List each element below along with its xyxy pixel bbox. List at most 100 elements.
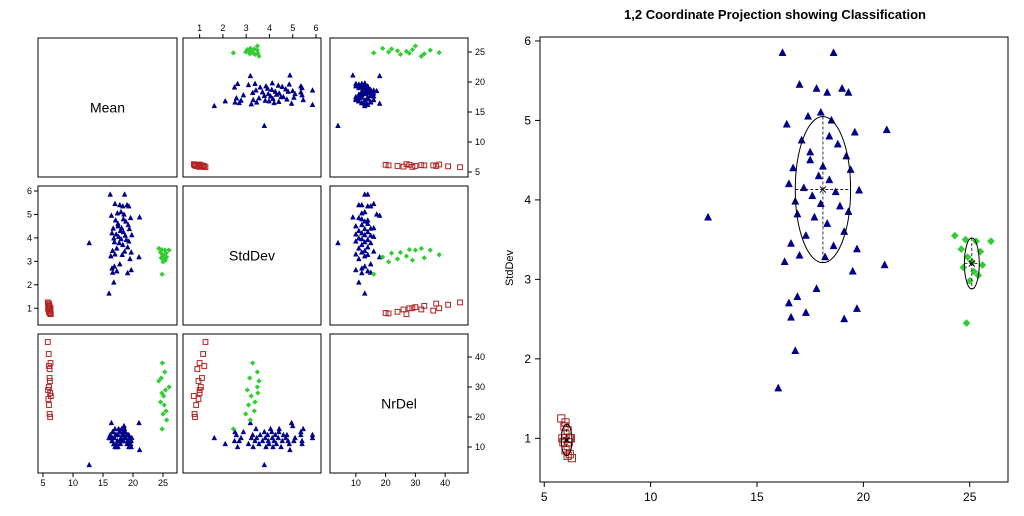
- matrix-point-0-1-class2-55: [280, 93, 287, 100]
- matrix-point-1-0-class2-28: [118, 235, 124, 242]
- matrix-point-2-1-class2-8: [291, 437, 297, 444]
- matrix-point-0-2-class2-55: [364, 93, 371, 100]
- matrix-point-2-1-class2-40: [250, 443, 256, 450]
- matrix-tick-stddev-left-3-label: 4: [27, 233, 32, 243]
- matrix-point-1-2-class2-49: [364, 267, 371, 274]
- matrix-tick-mean-bottom-2-label: 15: [98, 478, 108, 488]
- matrix-point-1-0-class1-11: [47, 306, 53, 313]
- projection-point-class3-4: [957, 245, 966, 254]
- matrix-point-0-2-class1-1: [433, 163, 440, 169]
- matrix-panel-0-2: [329, 37, 469, 178]
- matrix-point-2-0-class2-2: [112, 425, 118, 432]
- matrix-point-1-0-class2-12: [136, 213, 143, 220]
- projection-point-class1-12: [566, 434, 575, 443]
- matrix-point-2-1-class2-14: [282, 434, 289, 441]
- matrix-point-1-0-class2-17: [110, 225, 117, 231]
- matrix-point-1-2-class3-10: [394, 256, 401, 262]
- matrix-point-0-2-class1-2: [421, 162, 428, 169]
- matrix-panel-1-1: [182, 185, 322, 326]
- matrix-point-1-0-class3-12: [160, 259, 166, 265]
- matrix-tick-stddev-top-1-label: 2: [220, 23, 225, 33]
- matrix-point-2-1-class2-10: [289, 422, 296, 429]
- matrix-point-1-2-class3-11: [409, 257, 416, 263]
- matrix-point-2-1-class1-0: [202, 339, 209, 345]
- matrix-tick-stddev-top-3-label: 4: [267, 23, 272, 33]
- matrix-point-0-1-class2-48: [234, 80, 241, 86]
- matrix-point-1-2-class2-19: [361, 225, 368, 232]
- matrix-point-2-0-class3-11: [162, 387, 169, 393]
- matrix-point-0-2-class3-11: [409, 46, 416, 53]
- matrix-point-1-2-class3-7: [403, 253, 410, 259]
- matrix-point-1-0-class2-43: [136, 253, 142, 260]
- matrix-point-2-1-class3-9: [246, 375, 253, 381]
- matrix-point-0-1-class2-28: [265, 90, 272, 97]
- matrix-point-2-0-class2-52: [110, 440, 117, 447]
- matrix-point-1-0-class3-3: [166, 247, 172, 253]
- matrix-point-2-1-class3-11: [244, 387, 251, 393]
- matrix-tick-mean-bottom-3-label: 20: [128, 478, 138, 488]
- matrix-point-2-0-class2-54: [120, 437, 127, 444]
- matrix-point-1-2-class2-55: [364, 220, 371, 227]
- matrix-point-2-1-class1-13: [196, 387, 203, 393]
- matrix-point-2-1-class2-20: [273, 440, 280, 447]
- projection-point-class1-9: [567, 454, 577, 463]
- projection-point-class2-49: [801, 308, 810, 316]
- projection-x-tick-label-1: 10: [644, 490, 658, 504]
- matrix-point-1-0-class2-24: [122, 232, 129, 238]
- matrix-point-1-2-class1-7: [394, 308, 401, 315]
- matrix-point-0-1-class2-43: [247, 72, 254, 79]
- matrix-point-2-1-class2-26: [267, 425, 274, 432]
- matrix-point-1-2-class2-20: [356, 227, 362, 234]
- projection-point-class2-47: [784, 298, 793, 307]
- matrix-tick-stddev-left-0-label: 1: [27, 303, 32, 313]
- matrix-panel-2-2: [329, 333, 469, 474]
- matrix-tick-mean-right-4-label: 25: [475, 47, 485, 57]
- matrix-point-1-2-class3-8: [379, 254, 386, 260]
- matrix-point-0-1-class2-30: [263, 82, 269, 89]
- projection-point-class2-50: [840, 314, 849, 323]
- matrix-point-1-0-class2-34: [119, 241, 126, 248]
- matrix-tick-stddev-left-4-label: 5: [27, 209, 32, 219]
- matrix-point-1-0-class2-1: [121, 191, 128, 197]
- matrix-point-2-1-class2-19: [275, 434, 282, 441]
- matrix-point-2-0-class1-0: [44, 339, 51, 345]
- matrix-point-2-1-class2-11: [286, 440, 293, 447]
- matrix-point-0-1-class2-9: [292, 90, 298, 97]
- matrix-point-1-2-class3-4: [397, 249, 404, 256]
- matrix-point-1-0-class2-4: [119, 202, 126, 209]
- matrix-point-1-2-class2-50: [358, 269, 365, 276]
- matrix-tick-stddev-top-5-label: 6: [313, 23, 318, 33]
- matrix-point-1-2-class2-28: [358, 235, 365, 242]
- projection-y-tick-label-3: 4: [524, 193, 531, 207]
- matrix-point-0-2-class1-11: [418, 162, 425, 168]
- matrix-point-1-2-class2-10: [373, 211, 380, 217]
- matrix-panel-0-0: [37, 37, 178, 178]
- matrix-point-1-2-class3-9: [421, 255, 428, 261]
- matrix-point-1-2-class3-1: [406, 246, 413, 253]
- projection-point-class3-9: [959, 263, 968, 272]
- matrix-point-0-2-class2-25: [361, 79, 368, 86]
- matrix-point-1-2-class2-37: [361, 247, 368, 253]
- matrix-point-0-1-class3-13: [230, 50, 237, 56]
- projection-point-class2-33: [704, 212, 713, 221]
- matrix-point-1-2-class2-30: [353, 238, 359, 244]
- matrix-point-2-1-class2-51: [232, 428, 238, 435]
- matrix-point-2-1-class3-1: [255, 390, 261, 396]
- matrix-point-1-0-class2-19: [126, 225, 133, 232]
- matrix-point-1-2-class1-2: [421, 303, 428, 309]
- matrix-tick-stddev-top-2-label: 3: [244, 23, 249, 33]
- projection-x-tick-label-0: 5: [541, 490, 548, 504]
- matrix-point-2-1-class1-9: [190, 393, 197, 399]
- matrix-point-0-2-class1-3: [412, 163, 419, 169]
- matrix-point-2-0-class3-12: [160, 411, 166, 417]
- matrix-point-2-1-class3-3: [254, 384, 261, 390]
- matrix-point-1-2-class2-6: [364, 202, 371, 209]
- matrix-point-1-2-class2-11: [356, 214, 362, 221]
- matrix-point-1-0-class2-55: [115, 220, 121, 227]
- projection-point-class2-9: [816, 107, 825, 116]
- projection-point-class1-10: [560, 422, 569, 431]
- matrix-point-1-2-class1-9: [403, 311, 410, 318]
- matrix-tick-stddev-left-2-label: 3: [27, 256, 32, 266]
- matrix-point-2-1-class2-55: [280, 431, 287, 438]
- projection-point-class3-8: [978, 261, 987, 270]
